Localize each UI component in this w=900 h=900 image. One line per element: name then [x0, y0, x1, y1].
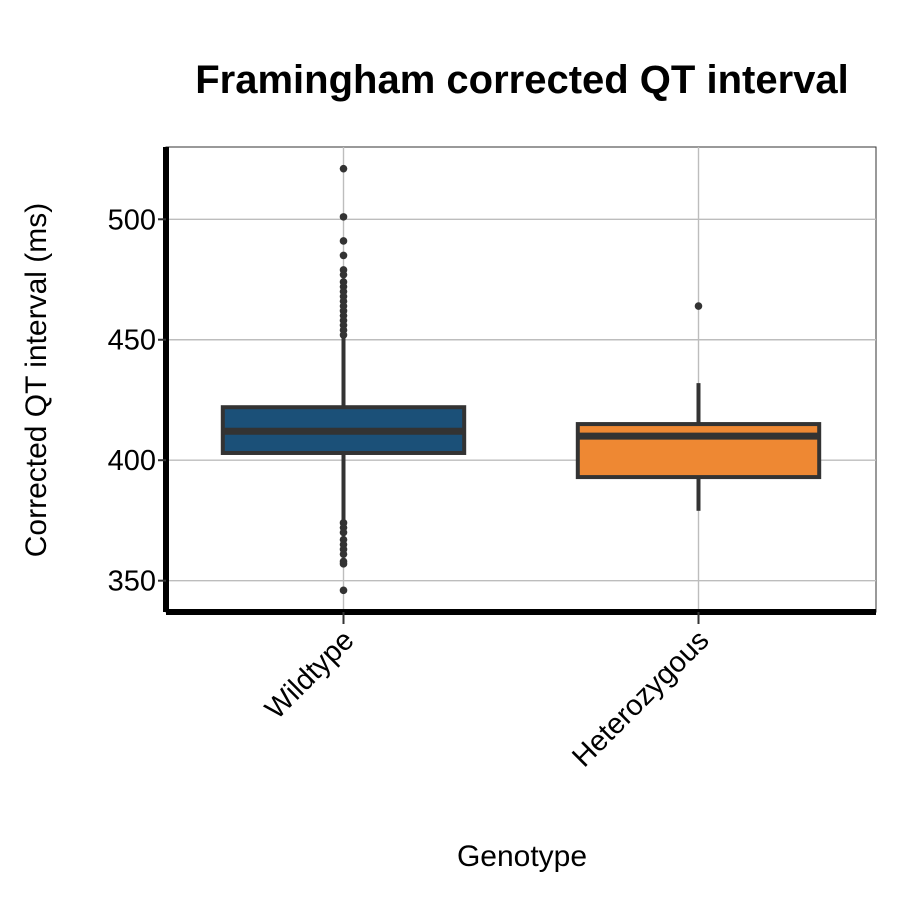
y-axis-title: Corrected QT interval (ms) — [20, 203, 53, 558]
boxplot-wildtype — [220, 164, 467, 595]
outlier-point — [339, 251, 348, 260]
outlier-point — [339, 586, 348, 595]
y-axis-ticks: 350 400 450 500 — [108, 204, 166, 598]
outlier-point — [339, 237, 348, 245]
outlier-point — [339, 550, 348, 558]
outlier-point — [339, 560, 348, 568]
outlier-point — [339, 528, 348, 537]
box-iqr — [575, 422, 822, 480]
boxplots — [220, 164, 822, 595]
outlier-point — [339, 331, 348, 339]
x-axis-title: Genotype — [457, 840, 587, 873]
plot-panel — [165, 146, 877, 613]
y-tick-label: 350 — [108, 566, 156, 598]
y-tick-label: 500 — [108, 204, 156, 236]
chart-title: Framingham corrected QT interval — [195, 58, 849, 102]
y-tick-label: 400 — [108, 445, 156, 477]
grid-lines — [166, 147, 876, 612]
outlier-point — [339, 270, 348, 279]
y-tick-label: 450 — [108, 325, 156, 357]
outlier-point — [339, 164, 348, 173]
outlier-point — [339, 213, 348, 221]
outlier-point — [694, 302, 703, 310]
plot-area — [163, 146, 877, 615]
boxplot-heterozygous — [575, 302, 822, 511]
